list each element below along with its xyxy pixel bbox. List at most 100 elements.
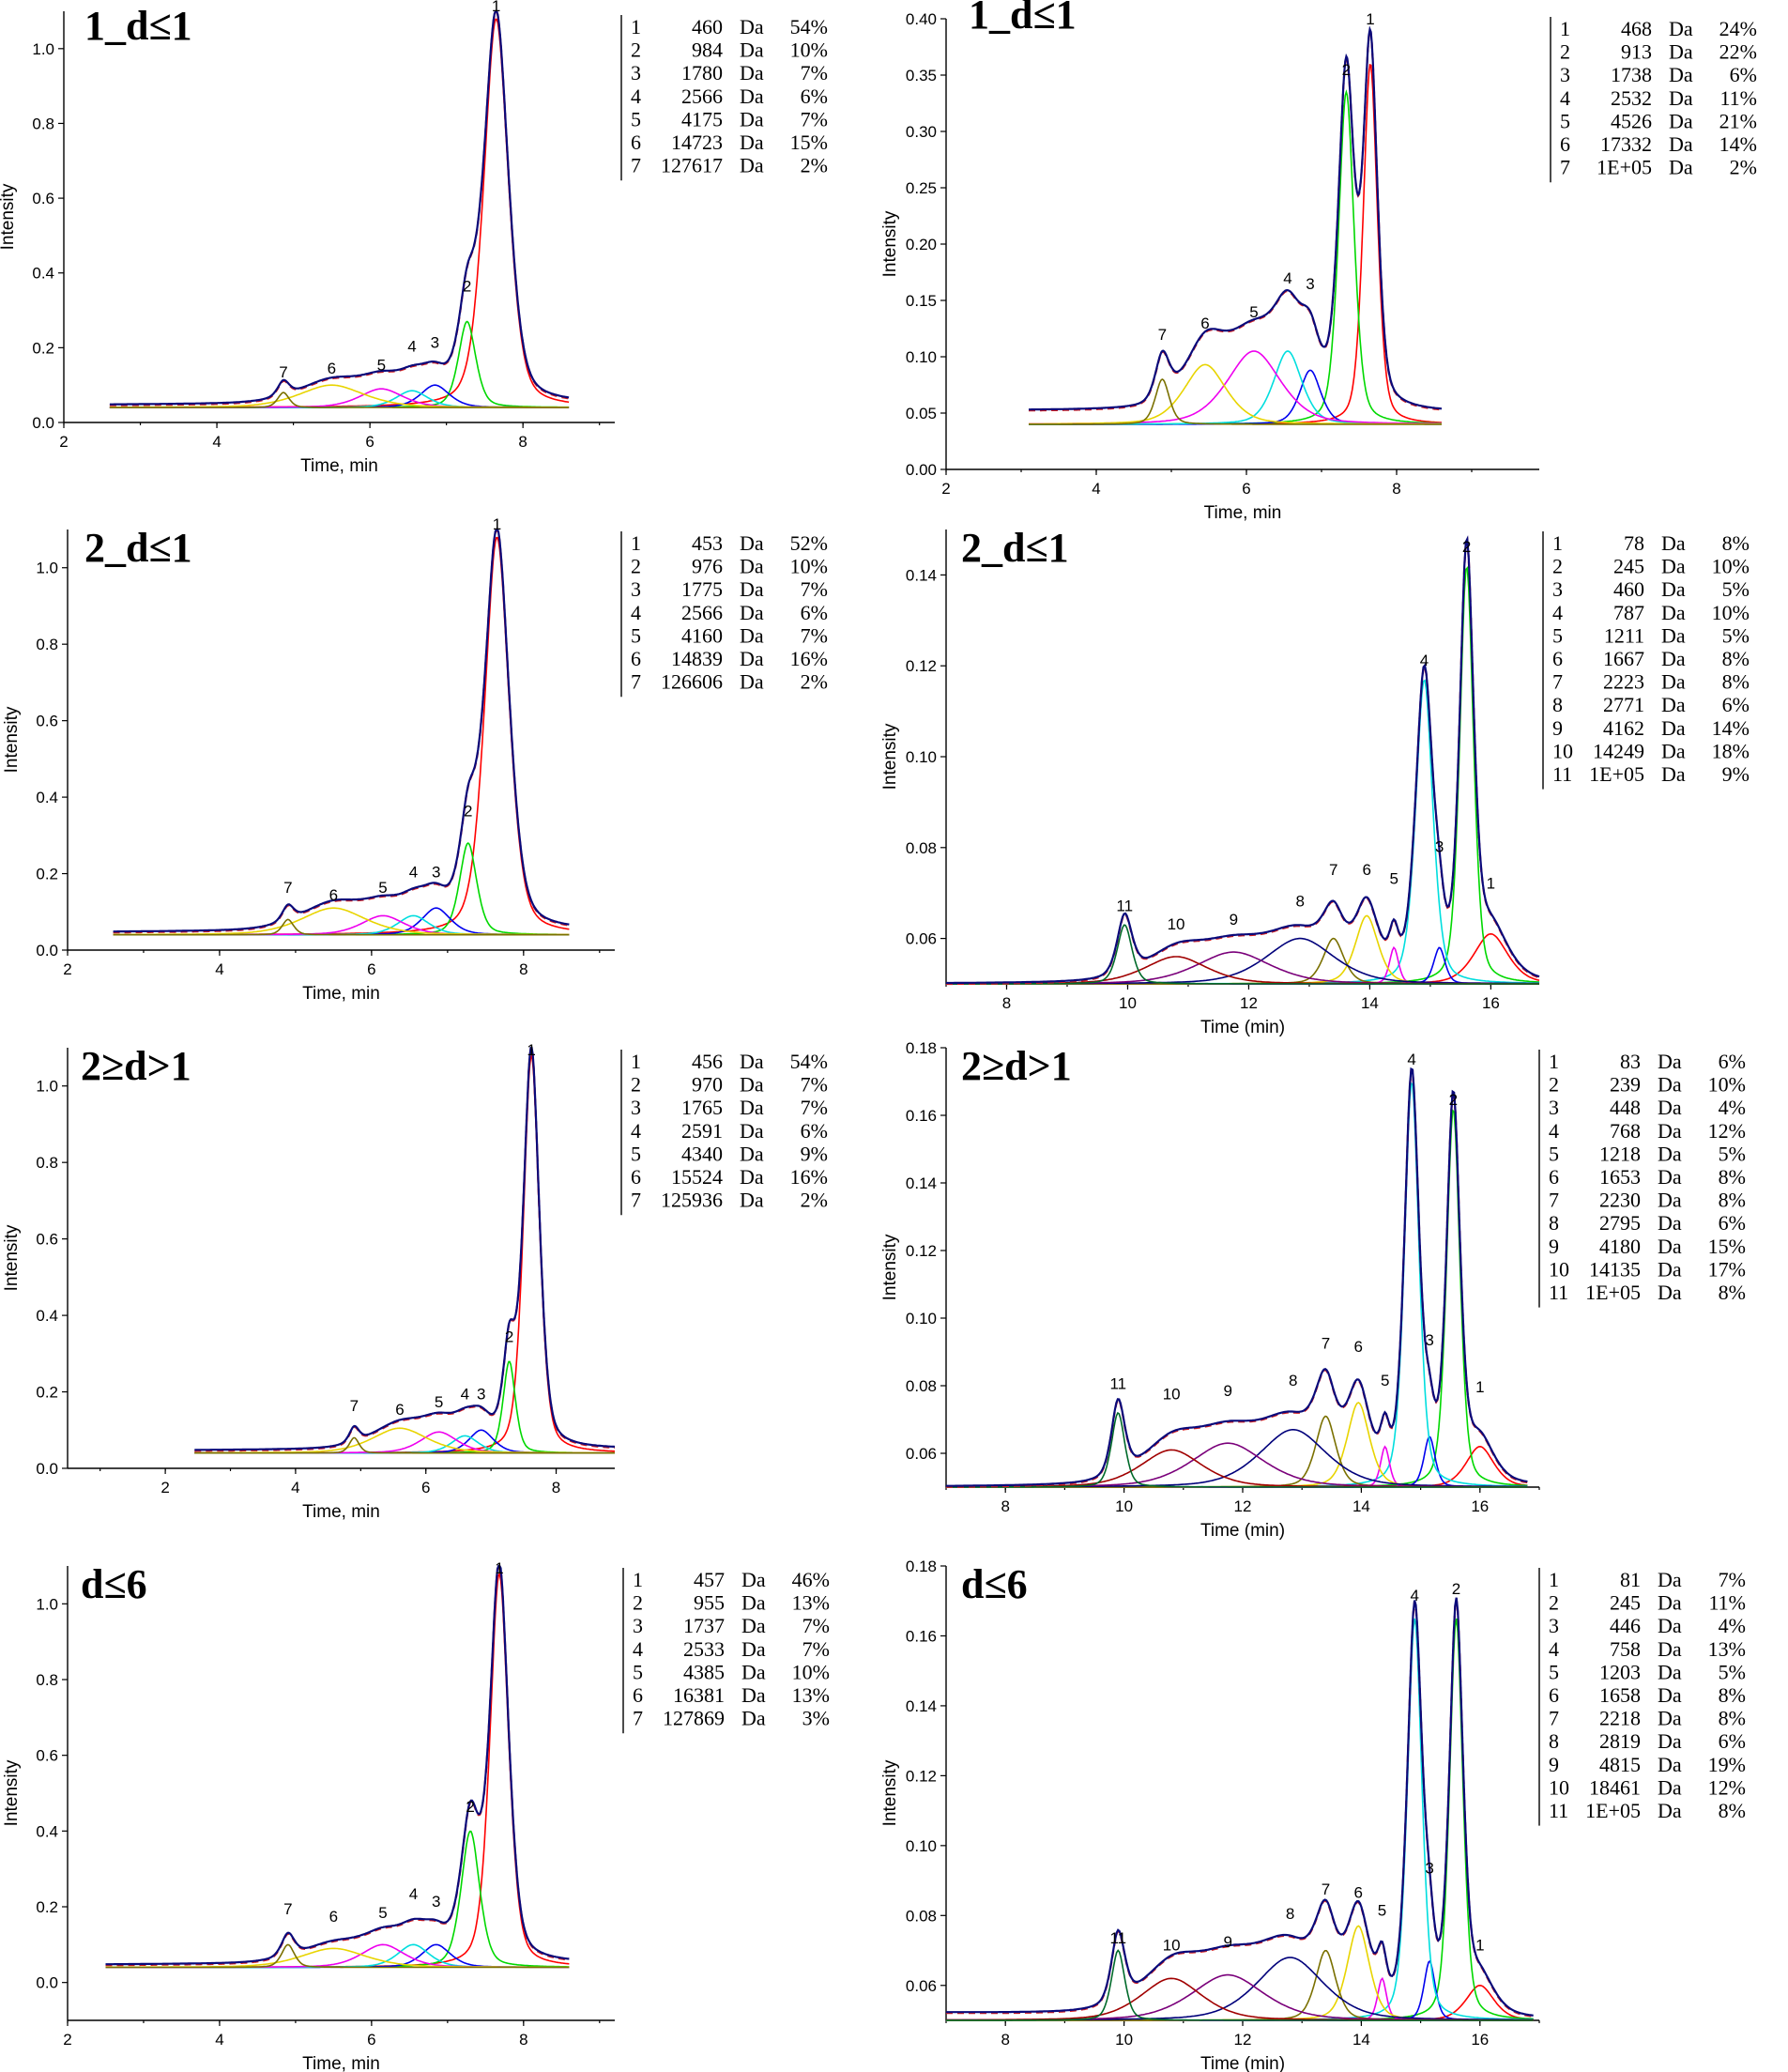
legend-unit: Da — [1658, 1614, 1682, 1637]
legend-number: 10 — [1549, 1775, 1569, 1799]
legend-number: 6 — [1549, 1165, 1559, 1189]
legend-percent: 14% — [1712, 716, 1750, 740]
peak-label-1: 1 — [1487, 874, 1495, 892]
legend-mw: 14723 — [671, 130, 723, 154]
y-tick-label: 0.16 — [906, 1107, 937, 1125]
legend-number: 4 — [633, 1637, 643, 1661]
peak-label-5: 5 — [1378, 1901, 1386, 1919]
x-tick-label: 4 — [212, 433, 221, 451]
legend-number: 7 — [1560, 156, 1570, 179]
legend-mw: 1211 — [1604, 623, 1644, 647]
legend-unit: Da — [1661, 670, 1686, 694]
legend-percent: 24% — [1719, 17, 1757, 40]
component-curve-4 — [194, 1435, 615, 1454]
legend-mw: 913 — [1621, 40, 1652, 64]
legend-percent: 8% — [1722, 647, 1750, 670]
legend-number: 8 — [1549, 1211, 1559, 1235]
peak-label-1: 1 — [527, 1041, 535, 1059]
measured-curve — [946, 536, 1540, 986]
y-tick-label: 0.12 — [906, 657, 937, 675]
legend-percent: 5% — [1719, 1660, 1746, 1683]
component-curve-7 — [113, 918, 570, 936]
legend-unit: Da — [740, 647, 764, 670]
y-tick-label: 0.10 — [906, 1837, 937, 1855]
legend-number: 3 — [1552, 577, 1563, 601]
y-tick-label: 0.20 — [906, 236, 937, 253]
y-tick-label: 0.6 — [36, 713, 58, 730]
legend-unit: Da — [741, 1660, 766, 1683]
legend-unit: Da — [1658, 1281, 1682, 1304]
y-tick-label: 0.10 — [906, 748, 937, 766]
legend-unit: Da — [1658, 1707, 1682, 1730]
peak-label-3: 3 — [1306, 275, 1314, 293]
peak-label-6: 6 — [395, 1401, 404, 1419]
peak-label-2: 2 — [466, 1798, 474, 1816]
legend-mw: 4340 — [681, 1142, 723, 1165]
peak-label-1: 1 — [1366, 10, 1374, 28]
legend-percent: 16% — [790, 1165, 828, 1189]
peak-label-3: 3 — [1425, 1331, 1433, 1349]
legend-number: 1 — [631, 531, 641, 555]
legend-mw: 787 — [1613, 601, 1644, 624]
legend-number: 2 — [1552, 555, 1563, 578]
legend-number: 4 — [1560, 86, 1570, 110]
panel-2-ge-d-gt-1-right: 0.06 0.08 0.10 0.12 0.14 0.16 0.18 8 10 12 14 16 Tim… — [880, 1036, 1788, 1555]
legend-unit: Da — [740, 1073, 764, 1097]
legend-mw: 1E+05 — [1589, 762, 1644, 786]
peak-label-6: 6 — [329, 886, 338, 904]
y-tick-label: 0.4 — [36, 1822, 58, 1840]
legend-unit: Da — [740, 1096, 764, 1119]
legend-percent: 7% — [802, 1614, 830, 1637]
legend-percent: 11% — [1719, 86, 1757, 110]
measured-curve — [946, 1067, 1528, 1488]
peak-label-10: 10 — [1163, 1937, 1181, 1955]
legend-mw: 1780 — [681, 61, 723, 84]
legend-number: 4 — [1552, 601, 1563, 624]
legend-percent: 10% — [1708, 1073, 1746, 1097]
legend-mw: 1E+05 — [1585, 1799, 1641, 1822]
legend-number: 1 — [633, 1568, 643, 1591]
peak-label-1: 1 — [493, 515, 501, 533]
legend-percent: 52% — [790, 531, 828, 555]
y-tick-label: 0.35 — [906, 67, 937, 84]
x-tick-label: 2 — [63, 960, 71, 978]
legend-number: 5 — [631, 1142, 641, 1165]
legend-percent: 2% — [801, 154, 828, 177]
legend-unit: Da — [1661, 739, 1686, 762]
y-tick-label: 0.14 — [906, 1174, 937, 1192]
peak-label-3: 3 — [432, 1893, 440, 1911]
component-curve-5 — [1029, 350, 1442, 425]
legend-mw: 14135 — [1589, 1257, 1641, 1281]
envelope-curve — [113, 528, 570, 933]
y-axis-label: Intensity — [0, 183, 18, 250]
y-tick-label: 0.10 — [906, 1310, 937, 1328]
legend-unit: Da — [1669, 109, 1693, 132]
legend-number: 10 — [1552, 739, 1573, 762]
legend-mw: 2591 — [681, 1119, 723, 1143]
component-curve-7 — [105, 1943, 570, 1969]
component-curve-10 — [946, 1977, 1534, 2021]
legend-number: 4 — [631, 1119, 641, 1143]
chart-title: 2_d≤1 — [84, 525, 192, 571]
legend-number: 11 — [1549, 1281, 1568, 1304]
legend-percent: 46% — [792, 1568, 830, 1591]
legend-percent: 8% — [1719, 1799, 1746, 1822]
legend-unit: Da — [1669, 63, 1693, 86]
legend-number: 2 — [1549, 1591, 1559, 1615]
peak-label-9: 9 — [1223, 1933, 1231, 1951]
chart-title: 1_d≤1 — [969, 0, 1077, 38]
y-tick-label: 0.12 — [906, 1767, 937, 1785]
legend-number: 3 — [633, 1614, 643, 1637]
x-tick-label: 10 — [1115, 1497, 1133, 1515]
x-tick-label: 6 — [367, 2031, 375, 2049]
peak-label-9: 9 — [1223, 1382, 1231, 1400]
legend-mw: 446 — [1610, 1614, 1641, 1637]
measured-curve — [109, 10, 570, 407]
legend-number: 3 — [631, 577, 641, 601]
legend-unit: Da — [1669, 17, 1693, 40]
y-tick-label: 0.06 — [906, 1977, 937, 1995]
legend-unit: Da — [741, 1707, 766, 1730]
peak-label-11: 11 — [1116, 898, 1133, 915]
legend-unit: Da — [740, 1165, 764, 1189]
